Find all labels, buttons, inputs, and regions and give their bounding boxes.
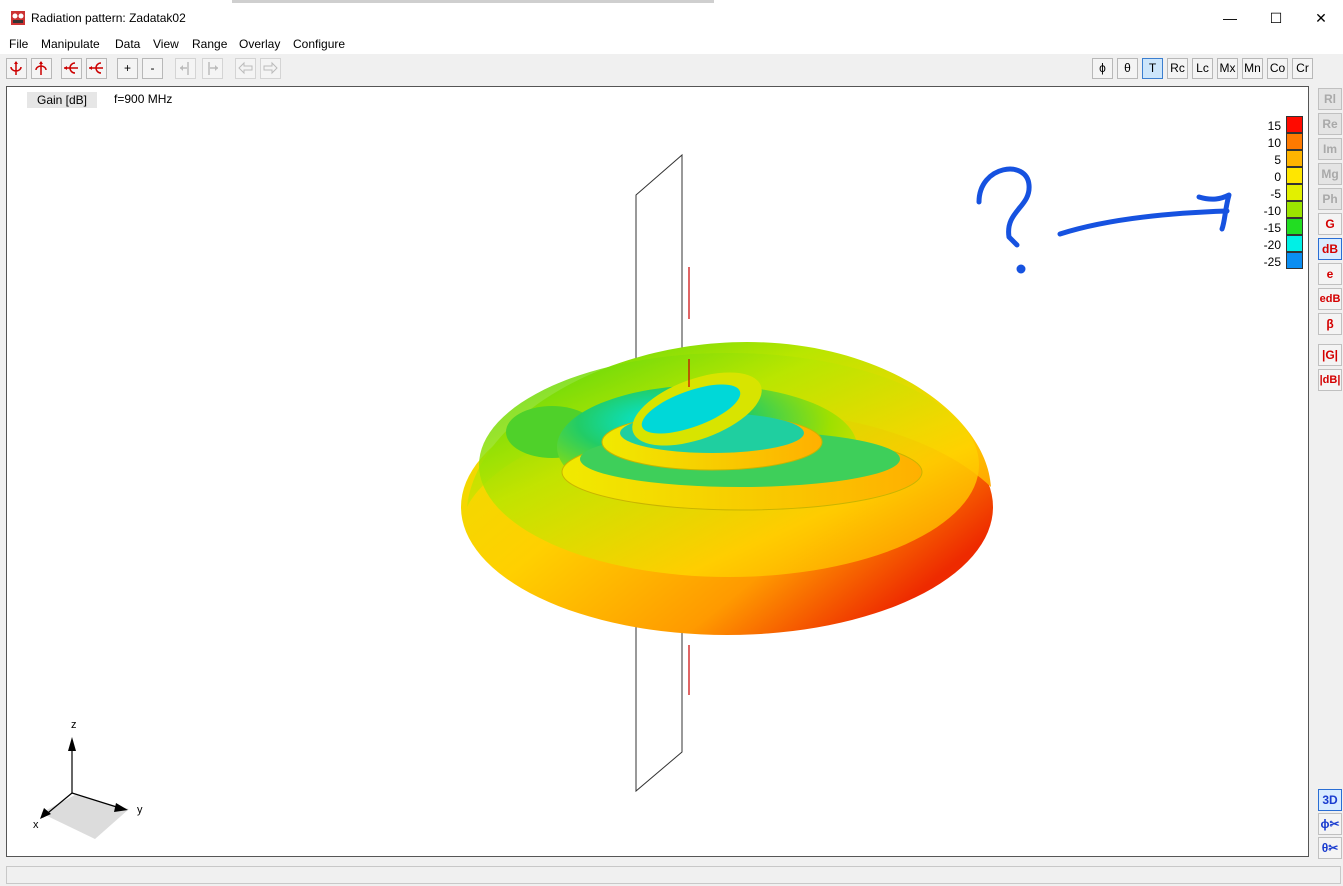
menu-configure[interactable]: Configure — [293, 37, 346, 51]
rc-component-button[interactable]: Rc — [1167, 58, 1188, 79]
rotate-y-cw-button[interactable] — [86, 58, 107, 79]
cr-component-button[interactable]: Cr — [1292, 58, 1313, 79]
g-button[interactable]: G — [1318, 213, 1342, 235]
phi-component-button[interactable]: ϕ — [1092, 58, 1113, 79]
rl-button[interactable]: Rl — [1318, 88, 1342, 110]
rotate-horizontal-icon — [89, 62, 103, 74]
abs-g-button[interactable]: |G| — [1318, 344, 1342, 366]
rotate-horizontal-icon — [64, 62, 78, 74]
toolbar: + - ϕ θ T Rc Lc Mx Mn Co Cr — [0, 55, 1343, 83]
co-component-button[interactable]: Co — [1267, 58, 1288, 79]
background-window-strip — [232, 0, 714, 3]
close-button[interactable]: ✕ — [1315, 10, 1327, 26]
legend-swatch — [1286, 133, 1303, 150]
window-title: Radiation pattern: Zadatak02 — [31, 11, 186, 25]
legend-value: -10 — [1263, 204, 1281, 218]
tilt-left-button[interactable] — [175, 58, 196, 79]
rotate-cw-icon — [35, 61, 47, 75]
legend-value: 0 — [1274, 170, 1281, 184]
axis-x-label: x — [33, 819, 39, 831]
legend-value: -15 — [1263, 221, 1281, 235]
arrow-left-icon — [238, 61, 253, 75]
e-button[interactable]: e — [1318, 263, 1342, 285]
frequency-label: f=900 MHz — [114, 92, 173, 106]
legend-swatch — [1286, 150, 1303, 167]
mx-component-button[interactable]: Mx — [1217, 58, 1238, 79]
menu-overlay[interactable]: Overlay — [239, 37, 281, 51]
legend-value: -5 — [1270, 187, 1281, 201]
menu-range[interactable]: Range — [192, 37, 228, 51]
radiation-pattern-canvas[interactable]: Gain [dB] f=900 MHz — [6, 86, 1309, 857]
legend-value: -25 — [1263, 255, 1281, 269]
total-component-button[interactable]: T — [1142, 58, 1163, 79]
edb-button[interactable]: edB — [1318, 288, 1342, 310]
quantity-label: Gain [dB] — [27, 92, 97, 108]
rotate-ccw-icon — [10, 61, 22, 75]
lc-component-button[interactable]: Lc — [1192, 58, 1213, 79]
status-bar — [6, 866, 1341, 884]
legend-value: 15 — [1267, 119, 1281, 133]
menu-manipulate[interactable]: Manipulate — [41, 37, 100, 51]
pan-right-button[interactable] — [260, 58, 281, 79]
tilt-right-icon — [208, 62, 218, 75]
legend-swatch — [1286, 167, 1303, 184]
beta-button[interactable]: β — [1318, 313, 1342, 335]
im-button[interactable]: Im — [1318, 138, 1342, 160]
tilt-left-icon — [180, 62, 189, 75]
menu-data[interactable]: Data — [115, 37, 141, 51]
rotate-y-ccw-button[interactable] — [61, 58, 82, 79]
legend-swatch — [1286, 201, 1303, 218]
menu-view[interactable]: View — [153, 37, 179, 51]
zoom-out-button[interactable]: - — [142, 58, 163, 79]
legend-value: 5 — [1274, 153, 1281, 167]
app-icon — [11, 11, 25, 25]
axis-z-label: z — [71, 719, 77, 731]
maximize-button[interactable]: ☐ — [1269, 10, 1283, 26]
mn-component-button[interactable]: Mn — [1242, 58, 1263, 79]
re-button[interactable]: Re — [1318, 113, 1342, 135]
menu-file[interactable]: File — [9, 37, 29, 51]
legend-swatch — [1286, 252, 1303, 269]
legend-swatch — [1286, 235, 1303, 252]
legend-value: 10 — [1267, 136, 1281, 150]
minimize-button[interactable]: — — [1223, 10, 1237, 26]
theta-cut-button[interactable]: θ✂ — [1318, 837, 1342, 859]
legend-swatch — [1286, 116, 1303, 133]
phi-cut-button[interactable]: ϕ✂ — [1318, 813, 1342, 835]
legend-value: -20 — [1263, 238, 1281, 252]
axes-gizmo: z y x — [33, 719, 143, 839]
axis-y-label: y — [137, 804, 143, 816]
tilt-right-button[interactable] — [202, 58, 223, 79]
arrow-right-icon — [263, 61, 278, 75]
rotate-z-ccw-button[interactable] — [6, 58, 27, 79]
legend-swatch — [1286, 218, 1303, 235]
pattern-ring-inner-hole — [641, 384, 741, 434]
zoom-in-button[interactable]: + — [117, 58, 138, 79]
db-button[interactable]: dB — [1318, 238, 1342, 260]
view-3d-button[interactable]: 3D — [1318, 789, 1342, 811]
pattern-3d-view: z y x — [33, 153, 1232, 839]
title-bar: Radiation pattern: Zadatak02 — ☐ ✕ — [0, 0, 1343, 36]
ph-button[interactable]: Ph — [1318, 188, 1342, 210]
legend-swatch — [1286, 184, 1303, 201]
pan-left-button[interactable] — [235, 58, 256, 79]
handwritten-annotation — [976, 166, 1232, 274]
mg-button[interactable]: Mg — [1318, 163, 1342, 185]
theta-component-button[interactable]: θ — [1117, 58, 1138, 79]
abs-db-button[interactable]: |dB| — [1318, 369, 1342, 391]
menu-bar: File Manipulate Data View Range Overlay … — [0, 36, 1343, 54]
rotate-z-cw-button[interactable] — [31, 58, 52, 79]
